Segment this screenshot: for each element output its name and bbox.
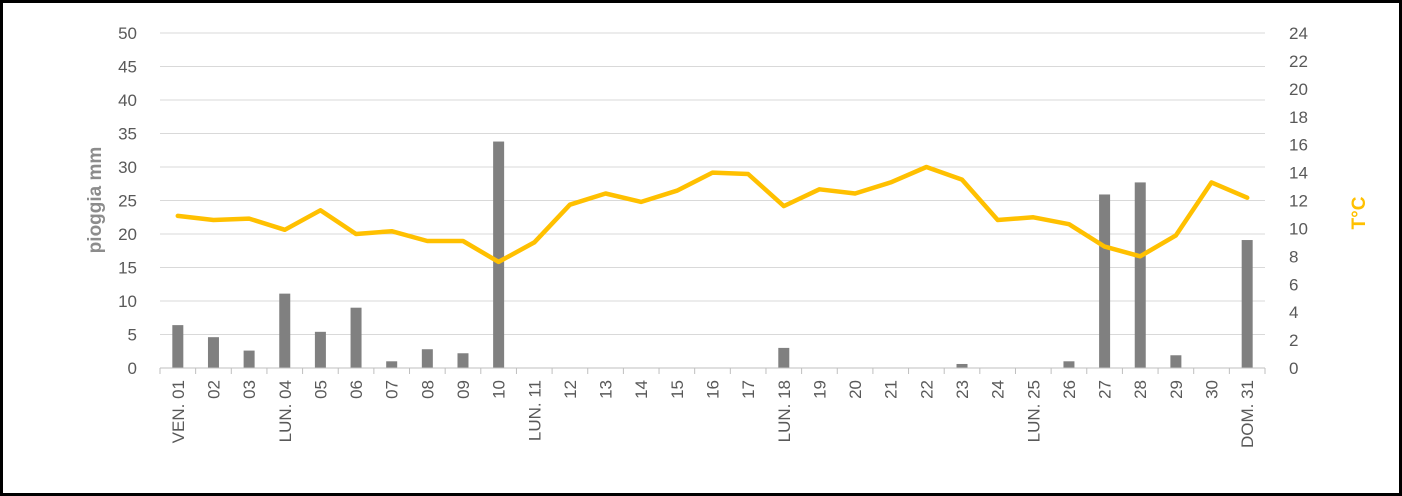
right-axis-title: T°C [1349, 196, 1370, 229]
right-tick-label: 18 [1289, 108, 1308, 127]
left-axis-title: pioggia mm [85, 147, 106, 254]
x-tick-label: 22 [917, 380, 936, 399]
x-axis-ticks: VEN. 01 02 03 LUN. 04 05 06 07 08 09 10 LUN. 11 12 1… [169, 380, 1257, 448]
x-tick-label: 23 [953, 380, 972, 399]
rain-bar [279, 293, 291, 368]
rain-bar [493, 141, 505, 368]
left-tick-label: 30 [118, 158, 137, 177]
left-axis-ticks: 0 5 10 15 20 25 30 35 40 45 50 [118, 24, 137, 378]
x-tick-label: 30 [1203, 380, 1222, 399]
rain-bar [243, 350, 255, 368]
x-tick-label: LUN. 11 [525, 380, 544, 441]
left-tick-label: 25 [118, 192, 137, 211]
x-tick-label: 21 [882, 380, 901, 399]
x-tick-label: 19 [810, 380, 829, 399]
right-tick-label: 14 [1289, 164, 1308, 183]
x-tick-label: LUN. 04 [276, 380, 295, 442]
x-tick-label: 10 [490, 380, 509, 399]
right-tick-label: 6 [1289, 275, 1298, 294]
x-tick-label: LUN. 25 [1024, 380, 1043, 442]
right-tick-label: 24 [1289, 24, 1308, 43]
x-tick-label: 09 [454, 380, 473, 399]
x-tick-label: 24 [989, 380, 1008, 399]
temperature-line [175, 164, 1250, 265]
left-tick-label: 45 [118, 58, 137, 77]
x-tick-label: 26 [1060, 380, 1079, 399]
x-tick-label: 05 [311, 380, 330, 399]
x-tick-label: 20 [846, 380, 865, 399]
left-tick-label: 50 [118, 24, 137, 43]
left-tick-label: 10 [118, 292, 137, 311]
x-tick-label: LUN. 18 [775, 380, 794, 442]
x-tick-label: VEN. 01 [169, 380, 188, 443]
x-tick-label: 02 [204, 380, 223, 399]
rain-bar [1063, 361, 1075, 368]
gridlines [160, 32, 1265, 335]
rain-bars [172, 141, 1253, 368]
rain-bar [1099, 194, 1111, 368]
right-tick-label: 10 [1289, 219, 1308, 238]
rain-bar [1170, 355, 1182, 368]
rain-bar [1241, 240, 1253, 368]
rain-bar [386, 361, 398, 368]
x-tick-label: 14 [632, 380, 651, 399]
right-tick-label: 16 [1289, 136, 1308, 155]
rain-bar [207, 337, 219, 368]
right-tick-label: 0 [1289, 359, 1298, 378]
x-tick-label: 12 [561, 380, 580, 399]
right-tick-label: 22 [1289, 52, 1308, 71]
x-tick-label: DOM. 31 [1238, 380, 1257, 448]
x-tick-label: 16 [704, 380, 723, 399]
x-tick-label: 03 [240, 380, 259, 399]
x-tick-label: 07 [383, 380, 402, 399]
rain-bar [314, 331, 326, 368]
rain-bar [350, 307, 362, 368]
right-tick-label: 12 [1289, 192, 1308, 211]
x-tick-label: 06 [347, 380, 366, 399]
rain-bar [778, 347, 790, 368]
x-tick-label: 29 [1167, 380, 1186, 399]
left-tick-label: 5 [128, 326, 137, 345]
right-tick-label: 20 [1289, 80, 1308, 99]
left-tick-label: 40 [118, 91, 137, 110]
right-tick-label: 2 [1289, 331, 1298, 350]
rain-bar [421, 349, 433, 368]
left-tick-label: 20 [118, 225, 137, 244]
right-tick-label: 4 [1289, 303, 1298, 322]
x-tick-label: 28 [1131, 380, 1150, 399]
rain-bar [1134, 182, 1146, 368]
x-tick-label: 17 [739, 380, 758, 399]
x-axis [159, 367, 1266, 374]
right-tick-label: 8 [1289, 247, 1298, 266]
x-tick-label: 13 [597, 380, 616, 399]
x-tick-label: 27 [1096, 380, 1115, 399]
x-tick-label: 15 [668, 380, 687, 399]
left-tick-label: 0 [128, 359, 137, 378]
x-tick-label: 08 [418, 380, 437, 399]
rain-bar [172, 325, 184, 368]
left-tick-label: 35 [118, 125, 137, 144]
temperature-series-line [175, 164, 1250, 265]
left-tick-label: 15 [118, 259, 137, 278]
rain-bar [457, 353, 469, 368]
rain-bar [956, 363, 968, 368]
